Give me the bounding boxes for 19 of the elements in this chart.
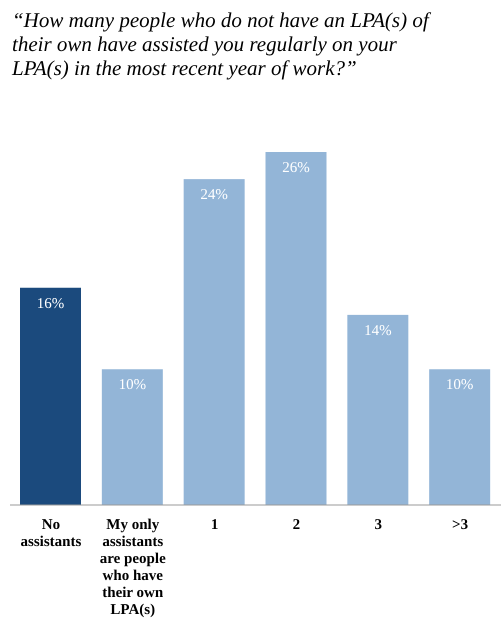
x-tick-label: 2 [292, 517, 300, 533]
data-label: 10% [446, 377, 474, 394]
x-tick-label: No assistants [20, 517, 82, 550]
bar [429, 369, 490, 505]
data-label: 24% [200, 187, 228, 204]
chart-title: “How many people who do not have an LPA(s) of their own have assisted you regularly on your LPA(s) in the most recent year of work?” [10, 8, 432, 82]
x-tick-label: 1 [210, 517, 218, 533]
bar [102, 369, 163, 505]
x-tick-label: 3 [374, 517, 382, 533]
bar [266, 152, 326, 505]
x-tick-label: My only assistants are people who have their own LPA(s) [100, 517, 166, 618]
data-label: 16% [36, 296, 64, 312]
bar [347, 314, 408, 505]
data-label: 10% [118, 377, 146, 394]
x-tick-label: >3 [452, 517, 468, 533]
data-label: 26% [282, 160, 310, 176]
data-label: 14% [364, 322, 392, 339]
bar [184, 179, 245, 505]
bar [20, 288, 81, 505]
